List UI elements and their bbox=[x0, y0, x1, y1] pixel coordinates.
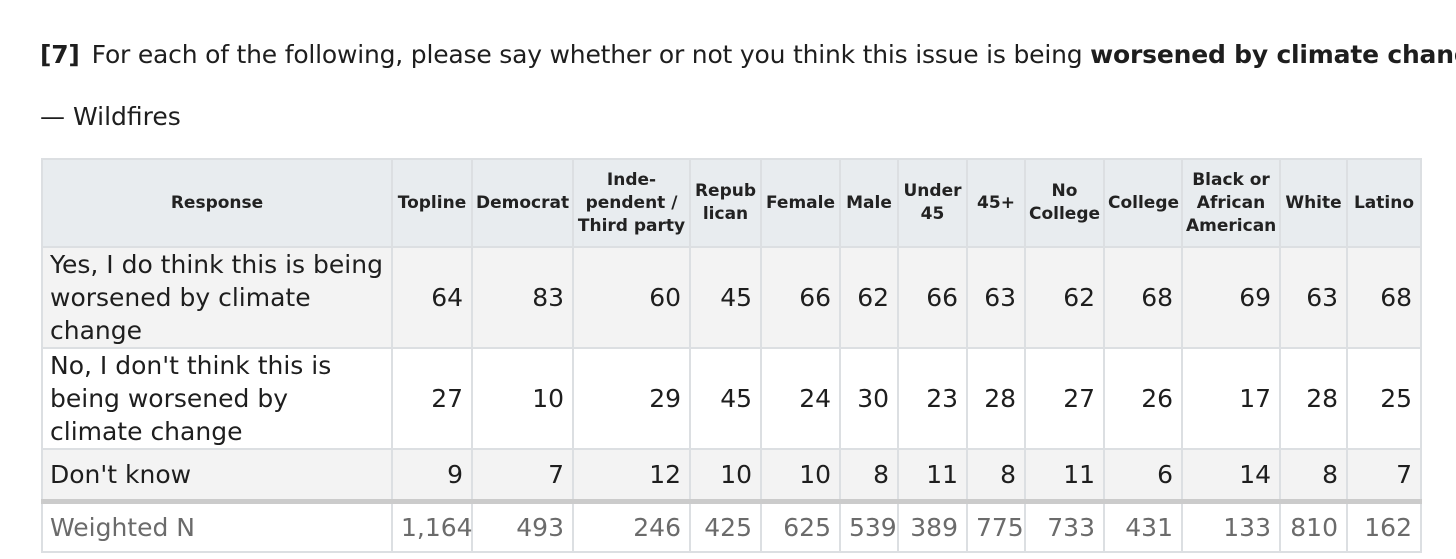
table-cell: 7 bbox=[471, 448, 574, 503]
table-cell: 24 bbox=[760, 347, 841, 450]
table-cell: 68 bbox=[1346, 246, 1422, 349]
row-label: Don't know bbox=[41, 448, 393, 503]
table-cell: 6 bbox=[1103, 448, 1183, 503]
row-label: No, I don't think this is being worsened… bbox=[41, 347, 393, 450]
question-text: [7] For each of the following, please say… bbox=[40, 38, 1456, 72]
header-latino: Latino bbox=[1346, 158, 1422, 248]
table-cell: 27 bbox=[391, 347, 473, 450]
question-subtitle: — Wildfires bbox=[40, 102, 181, 131]
table-cell: 83 bbox=[471, 246, 574, 349]
header-white: White bbox=[1279, 158, 1348, 248]
header-no-college: No College bbox=[1024, 158, 1105, 248]
table-row: Don't know 9 7 12 10 10 8 11 8 11 6 14 8 7 bbox=[41, 448, 1422, 503]
question-text-bold: worsened by climate change bbox=[1090, 40, 1456, 69]
table-cell: 8 bbox=[839, 448, 899, 503]
row-label: Weighted N bbox=[41, 499, 393, 553]
table-cell: 246 bbox=[572, 499, 691, 553]
header-college: College bbox=[1103, 158, 1183, 248]
table-row: No, I don't think this is being worsened… bbox=[41, 347, 1422, 450]
table-cell: 733 bbox=[1024, 499, 1105, 553]
table-cell: 539 bbox=[839, 499, 899, 553]
table-cell: 62 bbox=[839, 246, 899, 349]
table-cell: 64 bbox=[391, 246, 473, 349]
table-cell: 28 bbox=[1279, 347, 1348, 450]
table-header-row: Response Topline Democrat Inde- pendent … bbox=[41, 158, 1422, 248]
table-cell: 493 bbox=[471, 499, 574, 553]
table-cell: 425 bbox=[689, 499, 762, 553]
table-cell: 26 bbox=[1103, 347, 1183, 450]
row-label: Yes, I do think this is being worsened b… bbox=[41, 246, 393, 349]
header-independent: Inde- pendent / Third party bbox=[572, 158, 691, 248]
crosstab-table: Response Topline Democrat Inde- pendent … bbox=[41, 158, 1422, 553]
table-cell: 1,164 bbox=[391, 499, 473, 553]
table-cell: 775 bbox=[966, 499, 1026, 553]
table-cell: 10 bbox=[689, 448, 762, 503]
table-row: Yes, I do think this is being worsened b… bbox=[41, 246, 1422, 349]
header-black: Black or African American bbox=[1181, 158, 1281, 248]
header-male: Male bbox=[839, 158, 899, 248]
table-cell: 28 bbox=[966, 347, 1026, 450]
table-cell: 45 bbox=[689, 246, 762, 349]
table-cell: 17 bbox=[1181, 347, 1281, 450]
table-cell: 162 bbox=[1346, 499, 1422, 553]
table-cell: 625 bbox=[760, 499, 841, 553]
table-cell: 133 bbox=[1181, 499, 1281, 553]
table-cell: 12 bbox=[572, 448, 691, 503]
table-cell: 389 bbox=[897, 499, 968, 553]
question-number: [7] bbox=[40, 40, 80, 69]
header-response: Response bbox=[41, 158, 393, 248]
header-republican: Repub lican bbox=[689, 158, 762, 248]
weighted-n-row: Weighted N 1,164 493 246 425 625 539 389 775 733 4… bbox=[41, 499, 1422, 553]
table-cell: 14 bbox=[1181, 448, 1281, 503]
header-female: Female bbox=[760, 158, 841, 248]
table-cell: 27 bbox=[1024, 347, 1105, 450]
table-cell: 10 bbox=[471, 347, 574, 450]
table-cell: 62 bbox=[1024, 246, 1105, 349]
table-cell: 431 bbox=[1103, 499, 1183, 553]
table-cell: 68 bbox=[1103, 246, 1183, 349]
table-cell: 8 bbox=[966, 448, 1026, 503]
table-cell: 66 bbox=[897, 246, 968, 349]
table-cell: 810 bbox=[1279, 499, 1348, 553]
table-cell: 45 bbox=[689, 347, 762, 450]
table-cell: 25 bbox=[1346, 347, 1422, 450]
header-democrat: Democrat bbox=[471, 158, 574, 248]
table-cell: 7 bbox=[1346, 448, 1422, 503]
table-cell: 66 bbox=[760, 246, 841, 349]
table-cell: 63 bbox=[966, 246, 1026, 349]
table-cell: 60 bbox=[572, 246, 691, 349]
table-cell: 29 bbox=[572, 347, 691, 450]
table-cell: 23 bbox=[897, 347, 968, 450]
table-cell: 8 bbox=[1279, 448, 1348, 503]
table-cell: 10 bbox=[760, 448, 841, 503]
header-45-plus: 45+ bbox=[966, 158, 1026, 248]
table-cell: 63 bbox=[1279, 246, 1348, 349]
table-cell: 9 bbox=[391, 448, 473, 503]
header-topline: Topline bbox=[391, 158, 473, 248]
table-cell: 11 bbox=[897, 448, 968, 503]
header-under-45: Under 45 bbox=[897, 158, 968, 248]
table-cell: 69 bbox=[1181, 246, 1281, 349]
table-cell: 11 bbox=[1024, 448, 1105, 503]
question-text-before: For each of the following, please say wh… bbox=[91, 40, 1091, 69]
table-cell: 30 bbox=[839, 347, 899, 450]
